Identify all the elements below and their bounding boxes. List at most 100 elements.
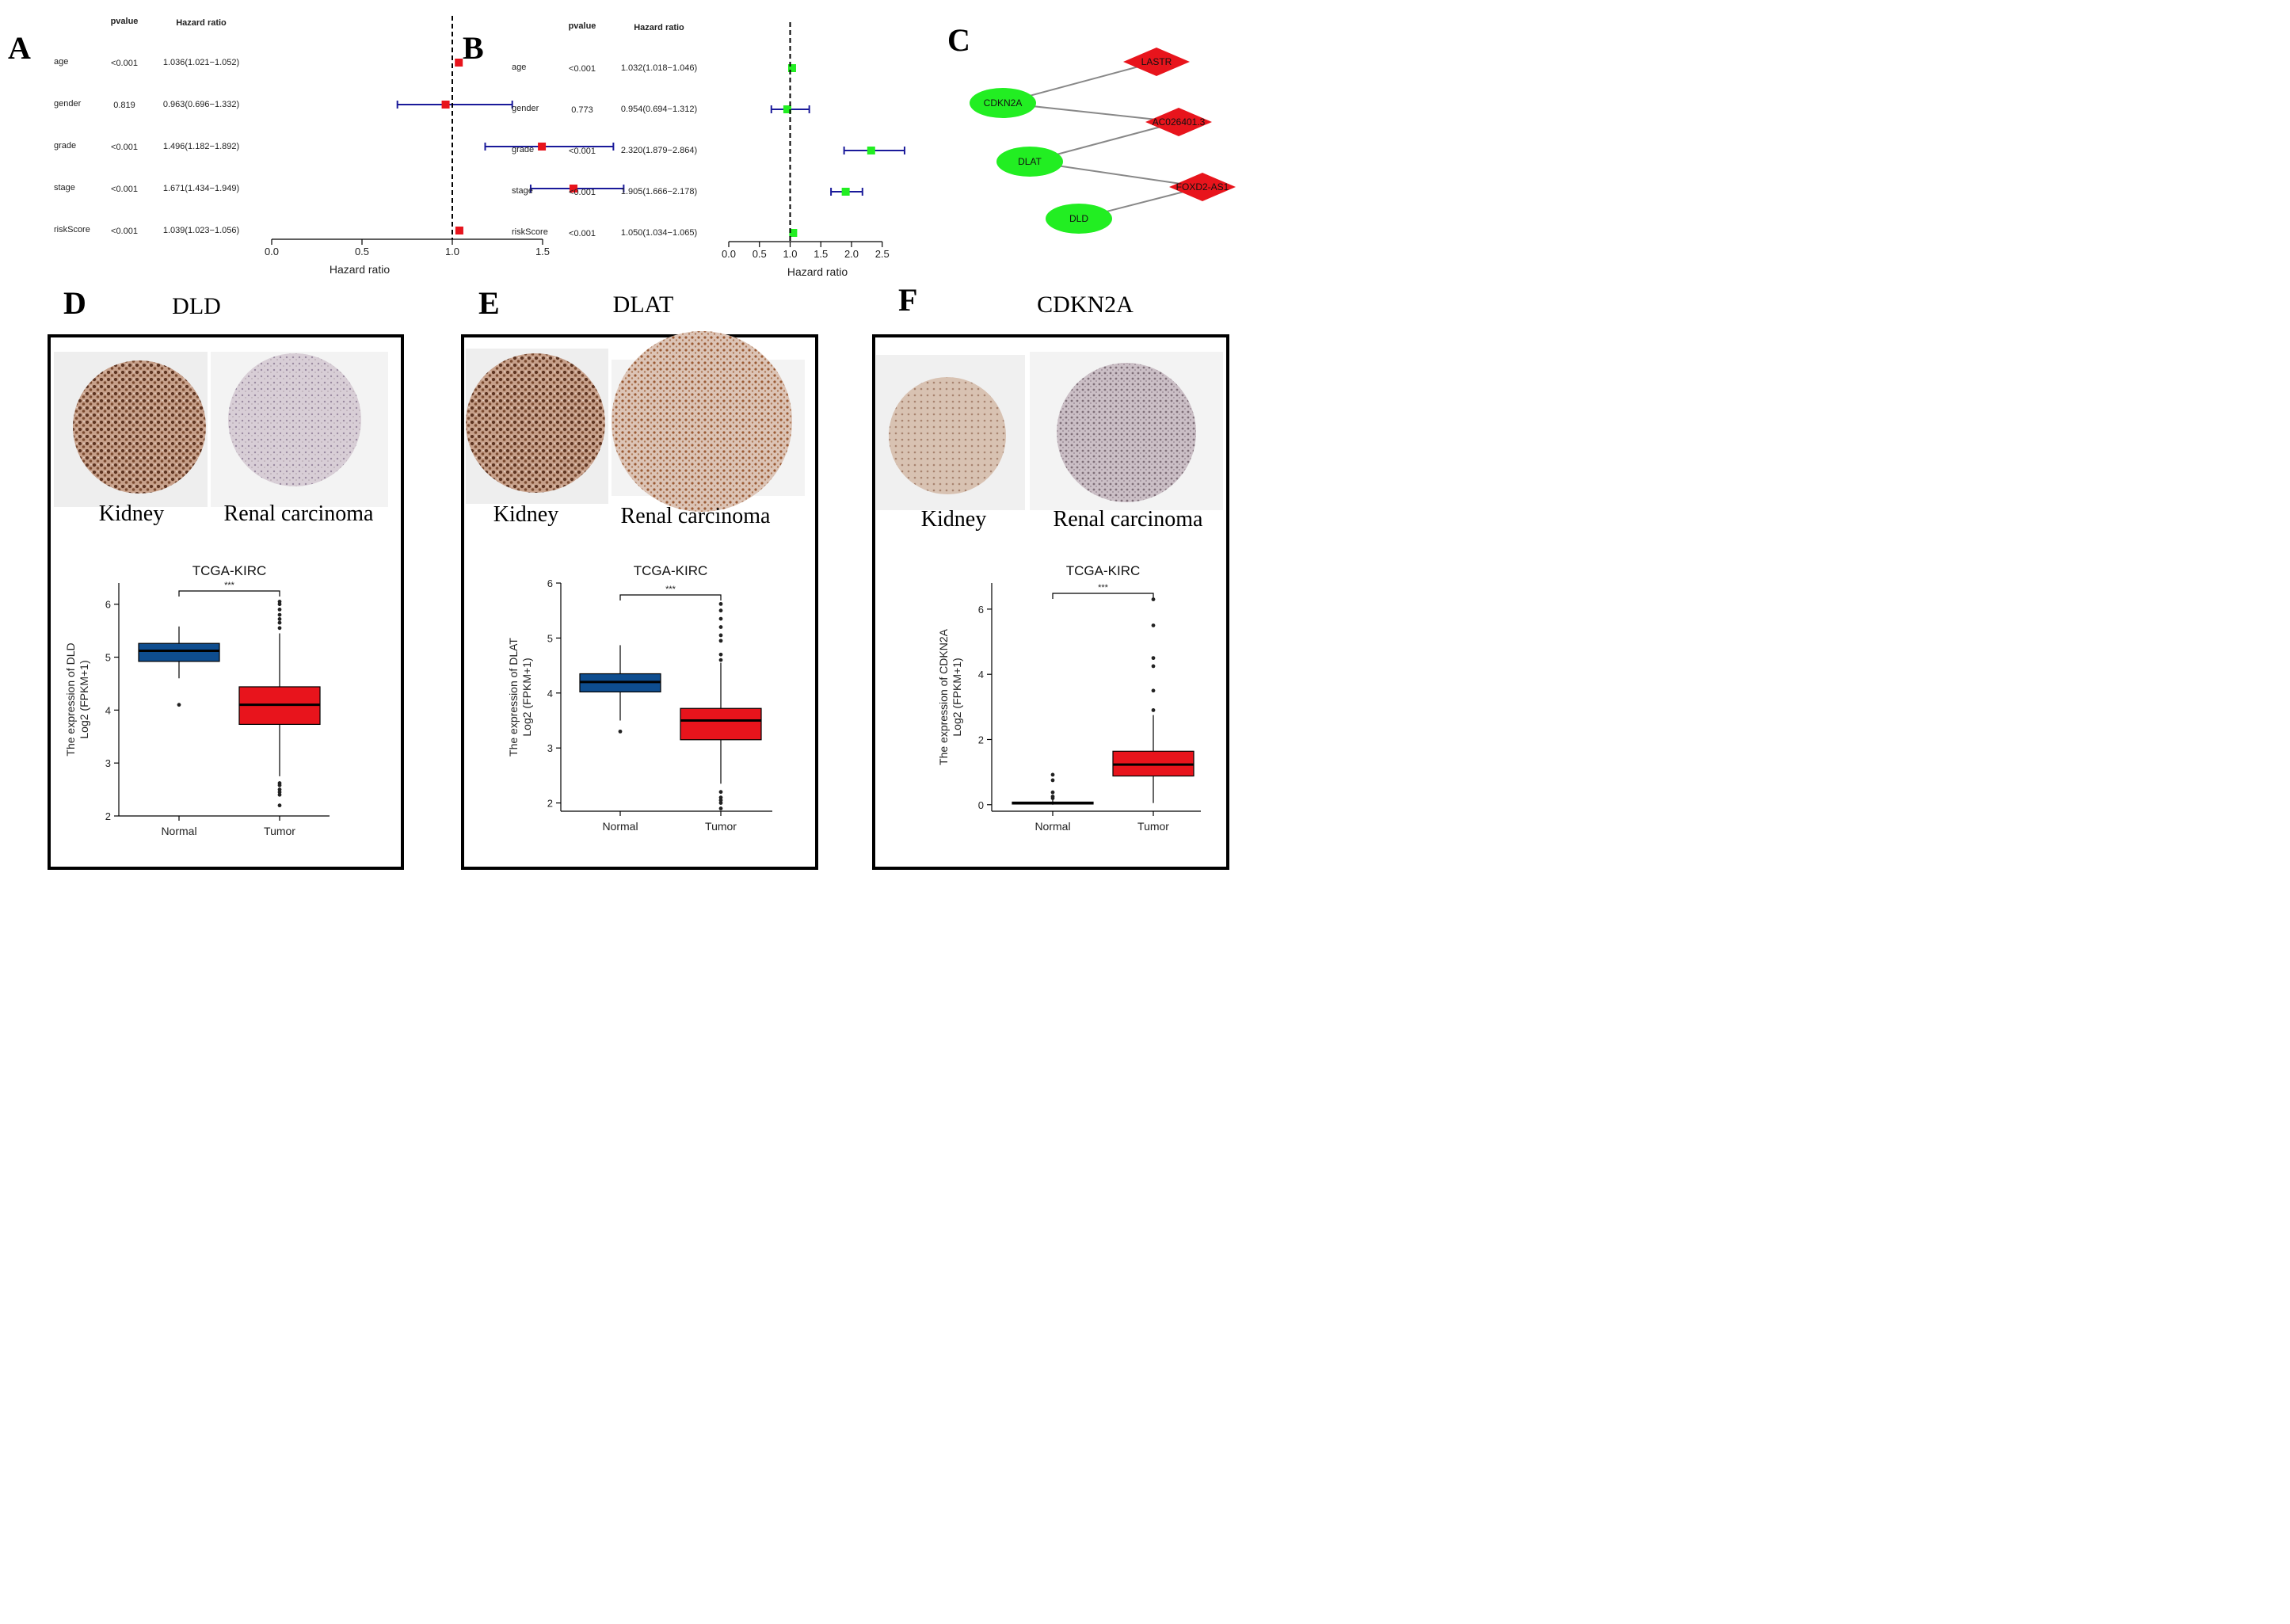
x-tick-label: 0.5 xyxy=(355,246,369,257)
outlier-point xyxy=(718,633,723,638)
figure: A B C D E F pvalue Hazard ratio age <0.001 1… xyxy=(8,16,1236,870)
x-tick-label: 1.0 xyxy=(783,248,797,260)
y-tick-label: 0 xyxy=(978,799,984,811)
y-tick-label: 3 xyxy=(105,757,111,769)
outlier-point xyxy=(277,781,282,785)
x-tick-label: 0.0 xyxy=(722,248,736,260)
outlier-point xyxy=(718,639,723,643)
forest-row-pvalue: <0.001 xyxy=(569,188,596,197)
hr-point xyxy=(789,229,798,237)
forest-row-hr-text: 1.032(1.018−1.046) xyxy=(621,63,697,73)
y-tick-label: 4 xyxy=(105,704,111,716)
boxplot-dlat: TCGA-KIRC 2 3 4 5 6 The expression of DLAT Log2… xyxy=(507,563,772,833)
x-tick-label: Normal xyxy=(602,820,638,833)
outlier-point xyxy=(277,790,282,795)
y-tick-label: 2 xyxy=(978,734,984,745)
boxplot-title: TCGA-KIRC xyxy=(192,563,267,578)
outlier-point xyxy=(277,617,282,621)
column-header-pvalue: pvalue xyxy=(569,21,596,31)
network-diagram: CDKN2A DLAT DLD LASTR AC026401.3 FOXD2-AS1 xyxy=(970,48,1236,234)
outlier-point xyxy=(718,798,723,802)
forest-row-hr-text: 1.039(1.023−1.056) xyxy=(163,226,239,235)
x-axis-title: Hazard ratio xyxy=(330,263,390,276)
x-tick-label: Tumor xyxy=(1137,820,1169,833)
forest-row-pvalue: <0.001 xyxy=(111,227,138,236)
gene-node xyxy=(996,147,1063,177)
hr-point xyxy=(455,59,463,67)
panel-label-e: E xyxy=(478,285,500,321)
hr-point xyxy=(455,227,463,234)
y-axis-title: The expression of CDKN2A xyxy=(937,628,950,765)
hr-point xyxy=(441,101,450,109)
gene-node-label: DLAT xyxy=(1018,156,1042,167)
significance-label: *** xyxy=(1098,583,1109,593)
panel-label-c: C xyxy=(947,22,970,58)
y-axis-subtitle: Log2 (FPKM+1) xyxy=(520,658,533,736)
significance-bracket xyxy=(178,590,280,597)
y-axis-subtitle: Log2 (FPKM+1) xyxy=(951,658,963,736)
ihc-label-carcinoma-d: Renal carcinoma xyxy=(224,501,374,526)
outlier-point xyxy=(718,658,723,662)
x-tick-label: 1.0 xyxy=(445,246,459,257)
column-header-hazard-ratio: Hazard ratio xyxy=(634,23,684,32)
forest-row-hr-text: 1.496(1.182−1.892) xyxy=(163,142,239,151)
ihc-normal-tissue-core xyxy=(466,353,605,493)
y-tick-label: 3 xyxy=(547,742,553,754)
outlier-point xyxy=(718,608,723,613)
outlier-point xyxy=(718,616,723,621)
x-tick-label: 1.5 xyxy=(814,248,828,260)
outlier-point xyxy=(718,625,723,629)
box xyxy=(680,707,762,741)
gene-title-dlat: DLAT xyxy=(613,292,674,318)
forest-row-name: stage xyxy=(512,186,533,196)
forest-row-pvalue: <0.001 xyxy=(111,143,138,152)
outlier-point xyxy=(277,608,282,612)
outlier-point xyxy=(1151,623,1156,627)
ihc-normal-tissue-core xyxy=(73,360,206,494)
ihc-images-dlat xyxy=(466,331,805,512)
hr-point xyxy=(783,105,791,113)
gene-title-dld: DLD xyxy=(172,293,221,319)
outlier-point xyxy=(277,620,282,625)
y-tick-label: 6 xyxy=(547,578,553,589)
ihc-tumor-tissue-core xyxy=(612,331,792,512)
y-tick-label: 4 xyxy=(547,688,553,700)
forest-row-name: riskScore xyxy=(54,225,90,234)
outlier-point xyxy=(1050,778,1055,783)
x-tick-label: Tumor xyxy=(264,825,295,837)
panel-d-frame xyxy=(48,334,404,870)
panel-label-a: A xyxy=(8,30,31,66)
outlier-point xyxy=(718,806,723,810)
gene-node xyxy=(1046,204,1112,234)
lncrna-node xyxy=(1169,173,1236,201)
ihc-label-carcinoma-e: Renal carcinoma xyxy=(621,504,771,528)
forest-plot-a: pvalue Hazard ratio age <0.001 1.036(1.021−1… xyxy=(54,16,625,276)
significance-label: *** xyxy=(665,585,676,594)
outlier-point xyxy=(1151,656,1156,661)
hr-point xyxy=(841,188,850,196)
outlier-point xyxy=(277,602,282,607)
forest-row-pvalue: 0.773 xyxy=(571,105,593,115)
lncrna-node-label: LASTR xyxy=(1141,56,1172,67)
y-axis-title: The expression of DLD xyxy=(64,642,77,756)
boxplot-title: TCGA-KIRC xyxy=(634,563,708,578)
gene-node-label: DLD xyxy=(1069,213,1088,224)
outlier-point xyxy=(277,787,282,791)
y-tick-label: 6 xyxy=(978,604,984,616)
forest-row-pvalue: <0.001 xyxy=(569,229,596,238)
lncrna-node xyxy=(1123,48,1190,76)
x-tick-label: 2.0 xyxy=(844,248,859,260)
forest-row-pvalue: 0.819 xyxy=(113,101,135,110)
y-tick-label: 6 xyxy=(105,599,111,611)
outlier-point xyxy=(718,601,723,606)
boxplot-dld: TCGA-KIRC 2 3 4 5 6 The expression of DLD Log2 … xyxy=(64,563,330,837)
box xyxy=(138,642,220,662)
outlier-point xyxy=(1050,790,1055,795)
forest-row-hr-text: 0.954(0.694−1.312) xyxy=(621,105,697,114)
x-tick-label: 0.0 xyxy=(265,246,279,257)
forest-row-hr-text: 2.320(1.879−2.864) xyxy=(621,146,697,155)
outlier-point xyxy=(277,612,282,617)
forest-row-pvalue: <0.001 xyxy=(111,185,138,194)
lncrna-node-label: AC026401.3 xyxy=(1153,116,1206,128)
forest-row-hr-text: 1.050(1.034−1.065) xyxy=(621,228,697,238)
